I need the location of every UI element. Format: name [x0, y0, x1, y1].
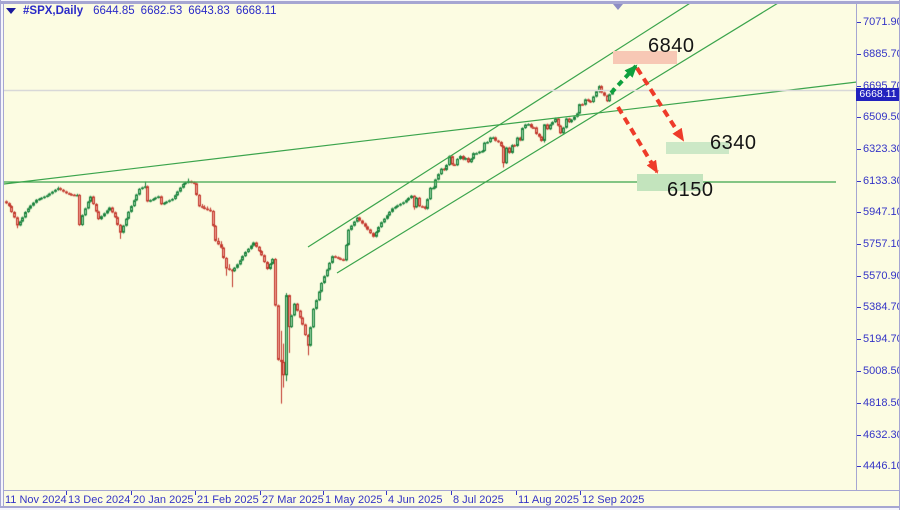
price-axis-separator [856, 4, 857, 491]
price-axis-label: 5384.70 [863, 301, 900, 313]
price-axis-label: 4632.30 [863, 429, 900, 441]
price-axis-label: 6509.50 [863, 111, 900, 123]
price-axis-label: 4818.50 [863, 397, 900, 409]
price-axis-tick [857, 86, 861, 87]
time-axis-tick [516, 491, 517, 495]
long-term-resistance-trendline [4, 81, 857, 185]
time-axis-separator [0, 490, 900, 491]
frame-left-highlight [1, 4, 3, 506]
time-axis-tick [386, 491, 387, 495]
price-axis-tick [857, 54, 861, 55]
price-axis-label: 5757.10 [863, 238, 900, 250]
time-axis-label: 8 Jul 2025 [453, 494, 504, 506]
price-axis-tick [857, 244, 861, 245]
open-value: 6644.85 [93, 5, 135, 17]
close-value: 6668.11 [235, 5, 277, 17]
price-axis-tick [857, 339, 861, 340]
price-axis-label: 4446.10 [863, 460, 900, 472]
time-axis-tick [260, 491, 261, 495]
price-axis-tick [857, 212, 861, 213]
trendlines-overlay [4, 4, 857, 274]
time-axis-tick [580, 491, 581, 495]
channel-lower-line [336, 4, 778, 274]
candlestick-canvas[interactable] [4, 4, 857, 491]
chart-shift-marker-icon[interactable] [613, 4, 623, 10]
low-value: 6643.83 [188, 5, 230, 17]
time-axis-tick [131, 491, 132, 495]
price-axis-label: 6323.30 [863, 143, 900, 155]
current-price-badge: 6668.11 [856, 88, 900, 101]
price-axis-tick [857, 371, 861, 372]
price-axis-tick [857, 307, 861, 308]
frame-bottom [0, 506, 900, 508]
price-axis-label: 5008.50 [863, 365, 900, 377]
high-value: 6682.53 [140, 5, 183, 17]
price-axis-tick [857, 435, 861, 436]
time-axis-label: 20 Jan 2025 [133, 494, 194, 506]
bullish-projection-arrow [609, 64, 638, 95]
bearish-projection-arrow-6150 [616, 105, 659, 174]
time-axis-label: 4 Jun 2025 [388, 494, 443, 506]
time-axis-tick [323, 491, 324, 495]
price-axis[interactable]: 7071.90 6885.70 6695.70 6509.50 6323.30 6133.… [857, 4, 900, 491]
channel-upper-line [307, 4, 690, 248]
frame-top-highlight [0, 0, 900, 1]
symbol-dropdown-icon[interactable] [6, 8, 16, 14]
time-axis-label: 12 Sep 2025 [582, 494, 645, 506]
price-axis-tick [857, 149, 861, 150]
time-axis-label: 13 Dec 2024 [68, 494, 131, 506]
symbol-period-label: #SPX,Daily [23, 5, 84, 17]
arrows-overlay [609, 64, 685, 174]
time-axis[interactable]: 11 Nov 2024 13 Dec 2024 20 Jan 2025 21 Feb … [0, 491, 900, 506]
frame-left-outer [0, 0, 1, 510]
time-axis-label: 27 Mar 2025 [262, 494, 324, 506]
price-axis-tick [857, 276, 861, 277]
price-axis-tick [857, 181, 861, 182]
time-axis-tick [66, 491, 67, 495]
price-axis-label: 6885.70 [863, 48, 900, 60]
price-axis-label: 6133.30 [863, 175, 900, 187]
frame-top [0, 1, 900, 4]
time-axis-label: 1 May 2025 [325, 494, 383, 506]
time-axis-label: 21 Feb 2025 [197, 494, 259, 506]
price-axis-label: 5570.90 [863, 270, 900, 282]
price-axis-tick [857, 466, 861, 467]
price-axis-label: 5947.10 [863, 206, 900, 218]
frame-left-inner [3, 4, 4, 506]
time-axis-label: 11 Nov 2024 [5, 494, 67, 506]
time-axis-tick [195, 491, 196, 495]
frame-bottom-highlight [0, 508, 900, 510]
time-axis-tick [451, 491, 452, 495]
price-axis-label: 5194.70 [863, 333, 900, 345]
price-axis-tick [857, 22, 861, 23]
price-axis-tick [857, 403, 861, 404]
time-axis-label: 11 Aug 2025 [518, 494, 579, 506]
chart-header: #SPX,Daily 6644.85 6682.53 6643.83 6668.… [6, 4, 283, 18]
price-axis-label: 7071.90 [863, 16, 900, 28]
bearish-projection-arrow-6340 [635, 66, 685, 142]
price-axis-tick [857, 117, 861, 118]
